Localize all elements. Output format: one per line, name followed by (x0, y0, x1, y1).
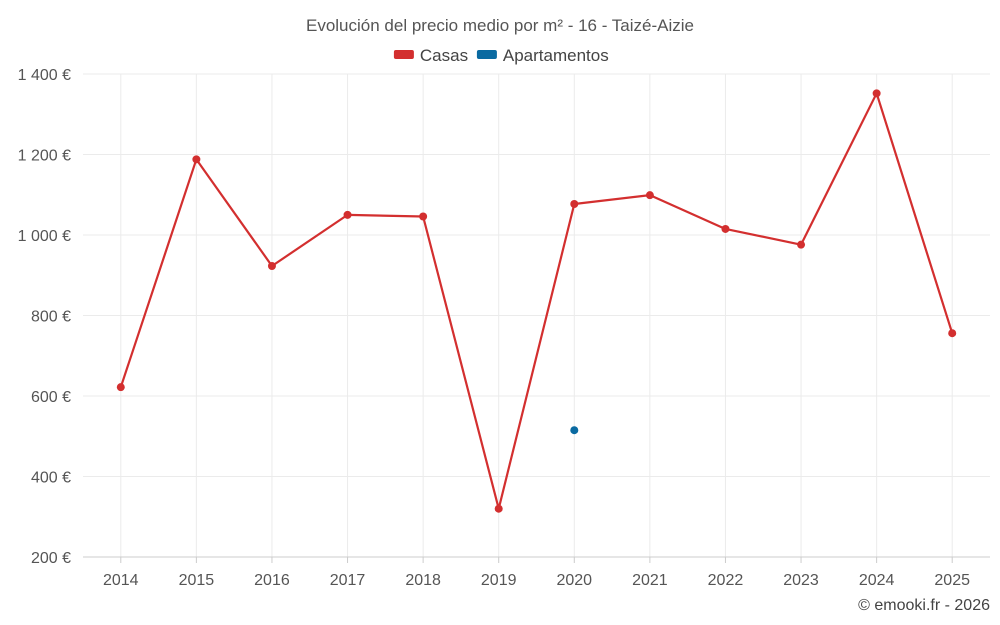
series (116, 89, 957, 513)
x-tick-label: 2024 (859, 572, 895, 589)
data-point[interactable] (570, 200, 579, 209)
series-casas (116, 89, 957, 513)
data-point[interactable] (797, 240, 806, 249)
x-tick-label: 2022 (708, 572, 744, 589)
legend-label: Apartamentos (503, 46, 609, 65)
x-tick-label: 2020 (556, 572, 592, 589)
legend-label: Casas (420, 46, 468, 65)
axes: 200 € 400 € 600 € 800 € 1 000 € 1 200 € 1 400 … (18, 67, 990, 589)
data-point[interactable] (570, 426, 579, 435)
x-tick-label: 2015 (179, 572, 215, 589)
x-tick-label: 2021 (632, 572, 668, 589)
legend-swatch (393, 50, 414, 59)
y-tick-label: 800 € (31, 309, 71, 326)
x-tick-label: 2017 (330, 572, 366, 589)
data-point[interactable] (645, 191, 654, 200)
data-point[interactable] (872, 89, 881, 98)
legend: Casas Apartamentos (393, 46, 609, 65)
x-tick-label: 2014 (103, 572, 139, 589)
data-point[interactable] (116, 383, 125, 392)
data-point[interactable] (267, 261, 276, 270)
x-tick-label: 2018 (405, 572, 441, 589)
data-point[interactable] (419, 212, 428, 221)
data-point[interactable] (948, 329, 957, 338)
y-tick-label: 1 000 € (18, 228, 71, 245)
legend-swatch (476, 50, 497, 59)
x-tick-label: 2019 (481, 572, 517, 589)
x-tick-label: 2023 (783, 572, 819, 589)
legend-item[interactable]: Casas (393, 46, 468, 65)
y-tick-label: 1 200 € (18, 148, 71, 165)
x-tick-label: 2016 (254, 572, 290, 589)
data-point[interactable] (192, 155, 201, 164)
series-apartamentos (570, 426, 579, 435)
grid (83, 73, 990, 557)
y-tick-label: 200 € (31, 550, 71, 567)
legend-item[interactable]: Apartamentos (476, 46, 609, 65)
chart-title: Evolución del precio medio por m² - 16 -… (306, 16, 694, 35)
credit-text: © emooki.fr - 2026 (858, 597, 990, 614)
y-tick-label: 1 400 € (18, 67, 71, 84)
y-tick-label: 600 € (31, 389, 71, 406)
y-tick-label: 400 € (31, 470, 71, 487)
data-point[interactable] (343, 210, 352, 219)
x-tick-label: 2025 (934, 572, 970, 589)
series-line (119, 92, 954, 510)
data-point[interactable] (494, 504, 503, 513)
data-point[interactable] (721, 224, 730, 233)
